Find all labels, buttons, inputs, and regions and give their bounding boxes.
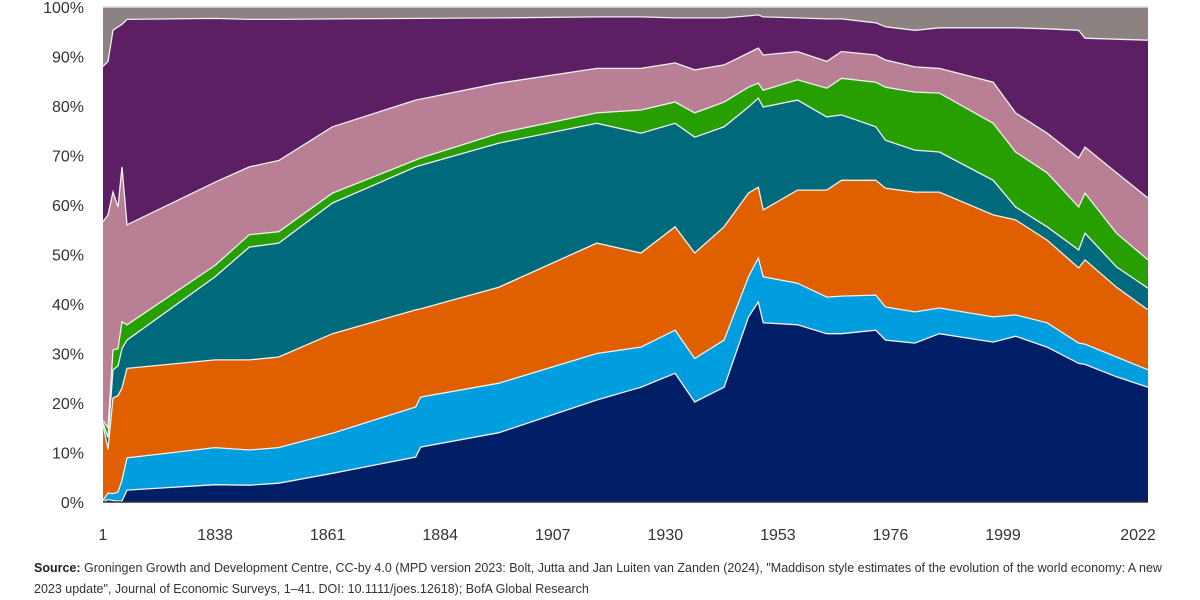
series-boundary-line-2 xyxy=(102,256,1149,501)
x-tick-label: 2022 xyxy=(1120,527,1156,544)
x-tick-label: 1884 xyxy=(422,527,458,544)
y-tick-label: 70% xyxy=(52,149,84,166)
y-tick-label: 50% xyxy=(52,248,84,265)
y-tick-label: 20% xyxy=(52,396,84,413)
area-series-8 xyxy=(103,7,1148,67)
area-series-1 xyxy=(103,302,1148,502)
source-label: Source: xyxy=(34,561,81,575)
y-tick-label: 10% xyxy=(52,446,84,463)
y-tick-label: 30% xyxy=(52,347,84,364)
y-tick-label: 40% xyxy=(52,297,84,314)
x-tick-label: 1 xyxy=(99,527,108,544)
x-tick-label: 1861 xyxy=(310,527,346,544)
x-tick-label: 1907 xyxy=(535,527,571,544)
y-tick-label: 100% xyxy=(43,0,84,17)
series-boundary-line-6 xyxy=(102,47,1149,226)
area-layers xyxy=(102,6,1149,503)
area-series-6 xyxy=(103,48,1148,428)
y-tick-label: 80% xyxy=(52,99,84,116)
area-series-7 xyxy=(103,14,1148,225)
area-series-2 xyxy=(103,258,1148,502)
y-tick-label: 90% xyxy=(52,50,84,67)
x-tick-label: 1953 xyxy=(760,527,796,544)
y-tick-label: 0% xyxy=(61,495,84,512)
series-boundary-line-3 xyxy=(102,179,1149,450)
series-boundary-line-4 xyxy=(102,97,1149,438)
area-series-4 xyxy=(103,98,1148,450)
source-note: Source: Groningen Growth and Development… xyxy=(34,558,1174,600)
series-boundary-line-7 xyxy=(102,14,1149,67)
x-tick-label: 1930 xyxy=(648,527,684,544)
y-axis-ticks: 0% 10% 20% 30% 40% 50% 60% 70% 80% 90% 100% xyxy=(43,0,84,512)
x-tick-label: 1838 xyxy=(197,527,233,544)
x-tick-label: 1999 xyxy=(985,527,1021,544)
series-boundary-line-1 xyxy=(102,300,1149,503)
y-tick-label: 60% xyxy=(52,198,84,215)
source-text: Groningen Growth and Development Centre,… xyxy=(34,561,1162,596)
x-tick-label: 1976 xyxy=(873,527,909,544)
area-series-3 xyxy=(103,180,1148,501)
x-axis-ticks: 1 1838 1861 1884 1907 1930 1953 1976 1999 2022 xyxy=(99,527,1156,544)
series-boundary-line-5 xyxy=(102,77,1149,430)
